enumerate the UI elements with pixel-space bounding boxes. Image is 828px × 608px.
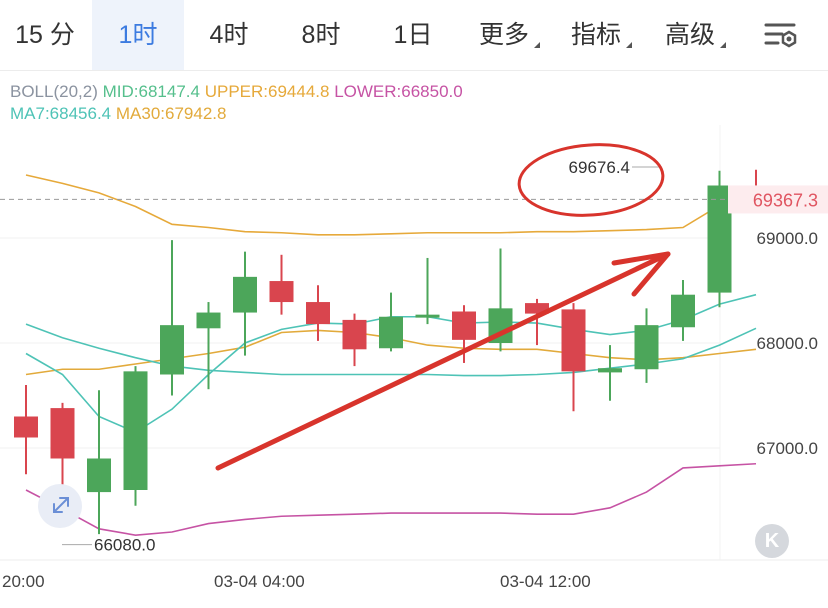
annotation-arrow-line <box>215 251 671 471</box>
boll-mid-line <box>25 323 757 377</box>
candle-body <box>160 325 184 375</box>
candle-body <box>123 371 148 490</box>
tab-1h[interactable]: 1时 <box>92 0 184 70</box>
candle-body <box>14 416 38 438</box>
k-toggle-label: K <box>764 530 780 552</box>
y-tick-label: 67000.0 <box>757 439 818 458</box>
tab-1d[interactable]: 1日 <box>393 21 433 49</box>
tab-4h[interactable]: 4时 <box>209 21 249 49</box>
boll-label: BOLL(20,2) <box>10 82 98 101</box>
k-toggle-button[interactable]: K <box>755 524 789 558</box>
candle-body <box>87 458 111 493</box>
candle-body <box>561 309 586 372</box>
candle-body <box>196 312 221 329</box>
candle-body <box>671 294 695 328</box>
dropdown-corner-icon <box>534 42 540 48</box>
candle-body <box>707 185 732 293</box>
candle-body <box>634 325 659 370</box>
candle-body <box>525 303 549 314</box>
boll-legend: BOLL(20,2) MID:68147.4 UPPER:69444.8 LOW… <box>10 82 463 102</box>
boll-mid-value: MID:68147.4 <box>102 82 200 101</box>
tab-advanced-dropdown[interactable]: 高级 <box>652 0 728 70</box>
candle-body <box>598 368 622 373</box>
dropdown-corner-icon <box>720 42 726 48</box>
timeframe-toolbar: 15 分 1时 4时 8时 1日 更多 指标 高级 <box>0 0 828 71</box>
y-tick-label: 69000.0 <box>757 229 818 248</box>
tab-15m[interactable]: 15 分 <box>15 21 75 49</box>
collapse-icon[interactable] <box>53 497 69 513</box>
current-price-tag <box>728 185 828 214</box>
candle-body <box>306 302 330 325</box>
tab-indicators-dropdown[interactable]: 指标 <box>558 0 634 70</box>
tab-8h[interactable]: 8时 <box>301 21 341 49</box>
x-tick-label: 03-04 04:00 <box>214 572 305 591</box>
annotation-arrow-head <box>611 251 671 297</box>
candle-body <box>50 408 75 459</box>
candle-body <box>233 276 257 313</box>
high-price-label: 69676.4 <box>569 158 630 177</box>
x-tick-label: 03-04 12:00 <box>500 572 591 591</box>
annotation-circle <box>517 143 665 217</box>
candle-body <box>379 316 403 349</box>
boll-upper-value: UPPER:69444.8 <box>204 82 330 101</box>
y-tick-label: 68000.0 <box>757 334 818 353</box>
boll-upper-line <box>25 174 757 236</box>
candle-body <box>269 281 294 303</box>
ma-legend: MA7:68456.4 MA30:67942.8 <box>10 104 226 124</box>
chart-settings-icon[interactable] <box>764 18 798 52</box>
tab-more-dropdown[interactable]: 更多 <box>466 0 542 70</box>
candle-body <box>415 314 440 318</box>
candle-body <box>342 319 367 350</box>
ma30-value: MA30:67942.8 <box>115 104 227 123</box>
ma7-value: MA7:68456.4 <box>10 104 112 123</box>
low-price-label: 66080.0 <box>94 536 155 555</box>
candle-body <box>452 311 476 340</box>
current-price-label: 69367.3 <box>753 190 818 210</box>
x-tick-label: 20:00 <box>2 572 45 591</box>
boll-lower-line <box>25 462 757 536</box>
dropdown-corner-icon <box>626 42 632 48</box>
boll-lower-value: LOWER:66850.0 <box>334 82 463 101</box>
